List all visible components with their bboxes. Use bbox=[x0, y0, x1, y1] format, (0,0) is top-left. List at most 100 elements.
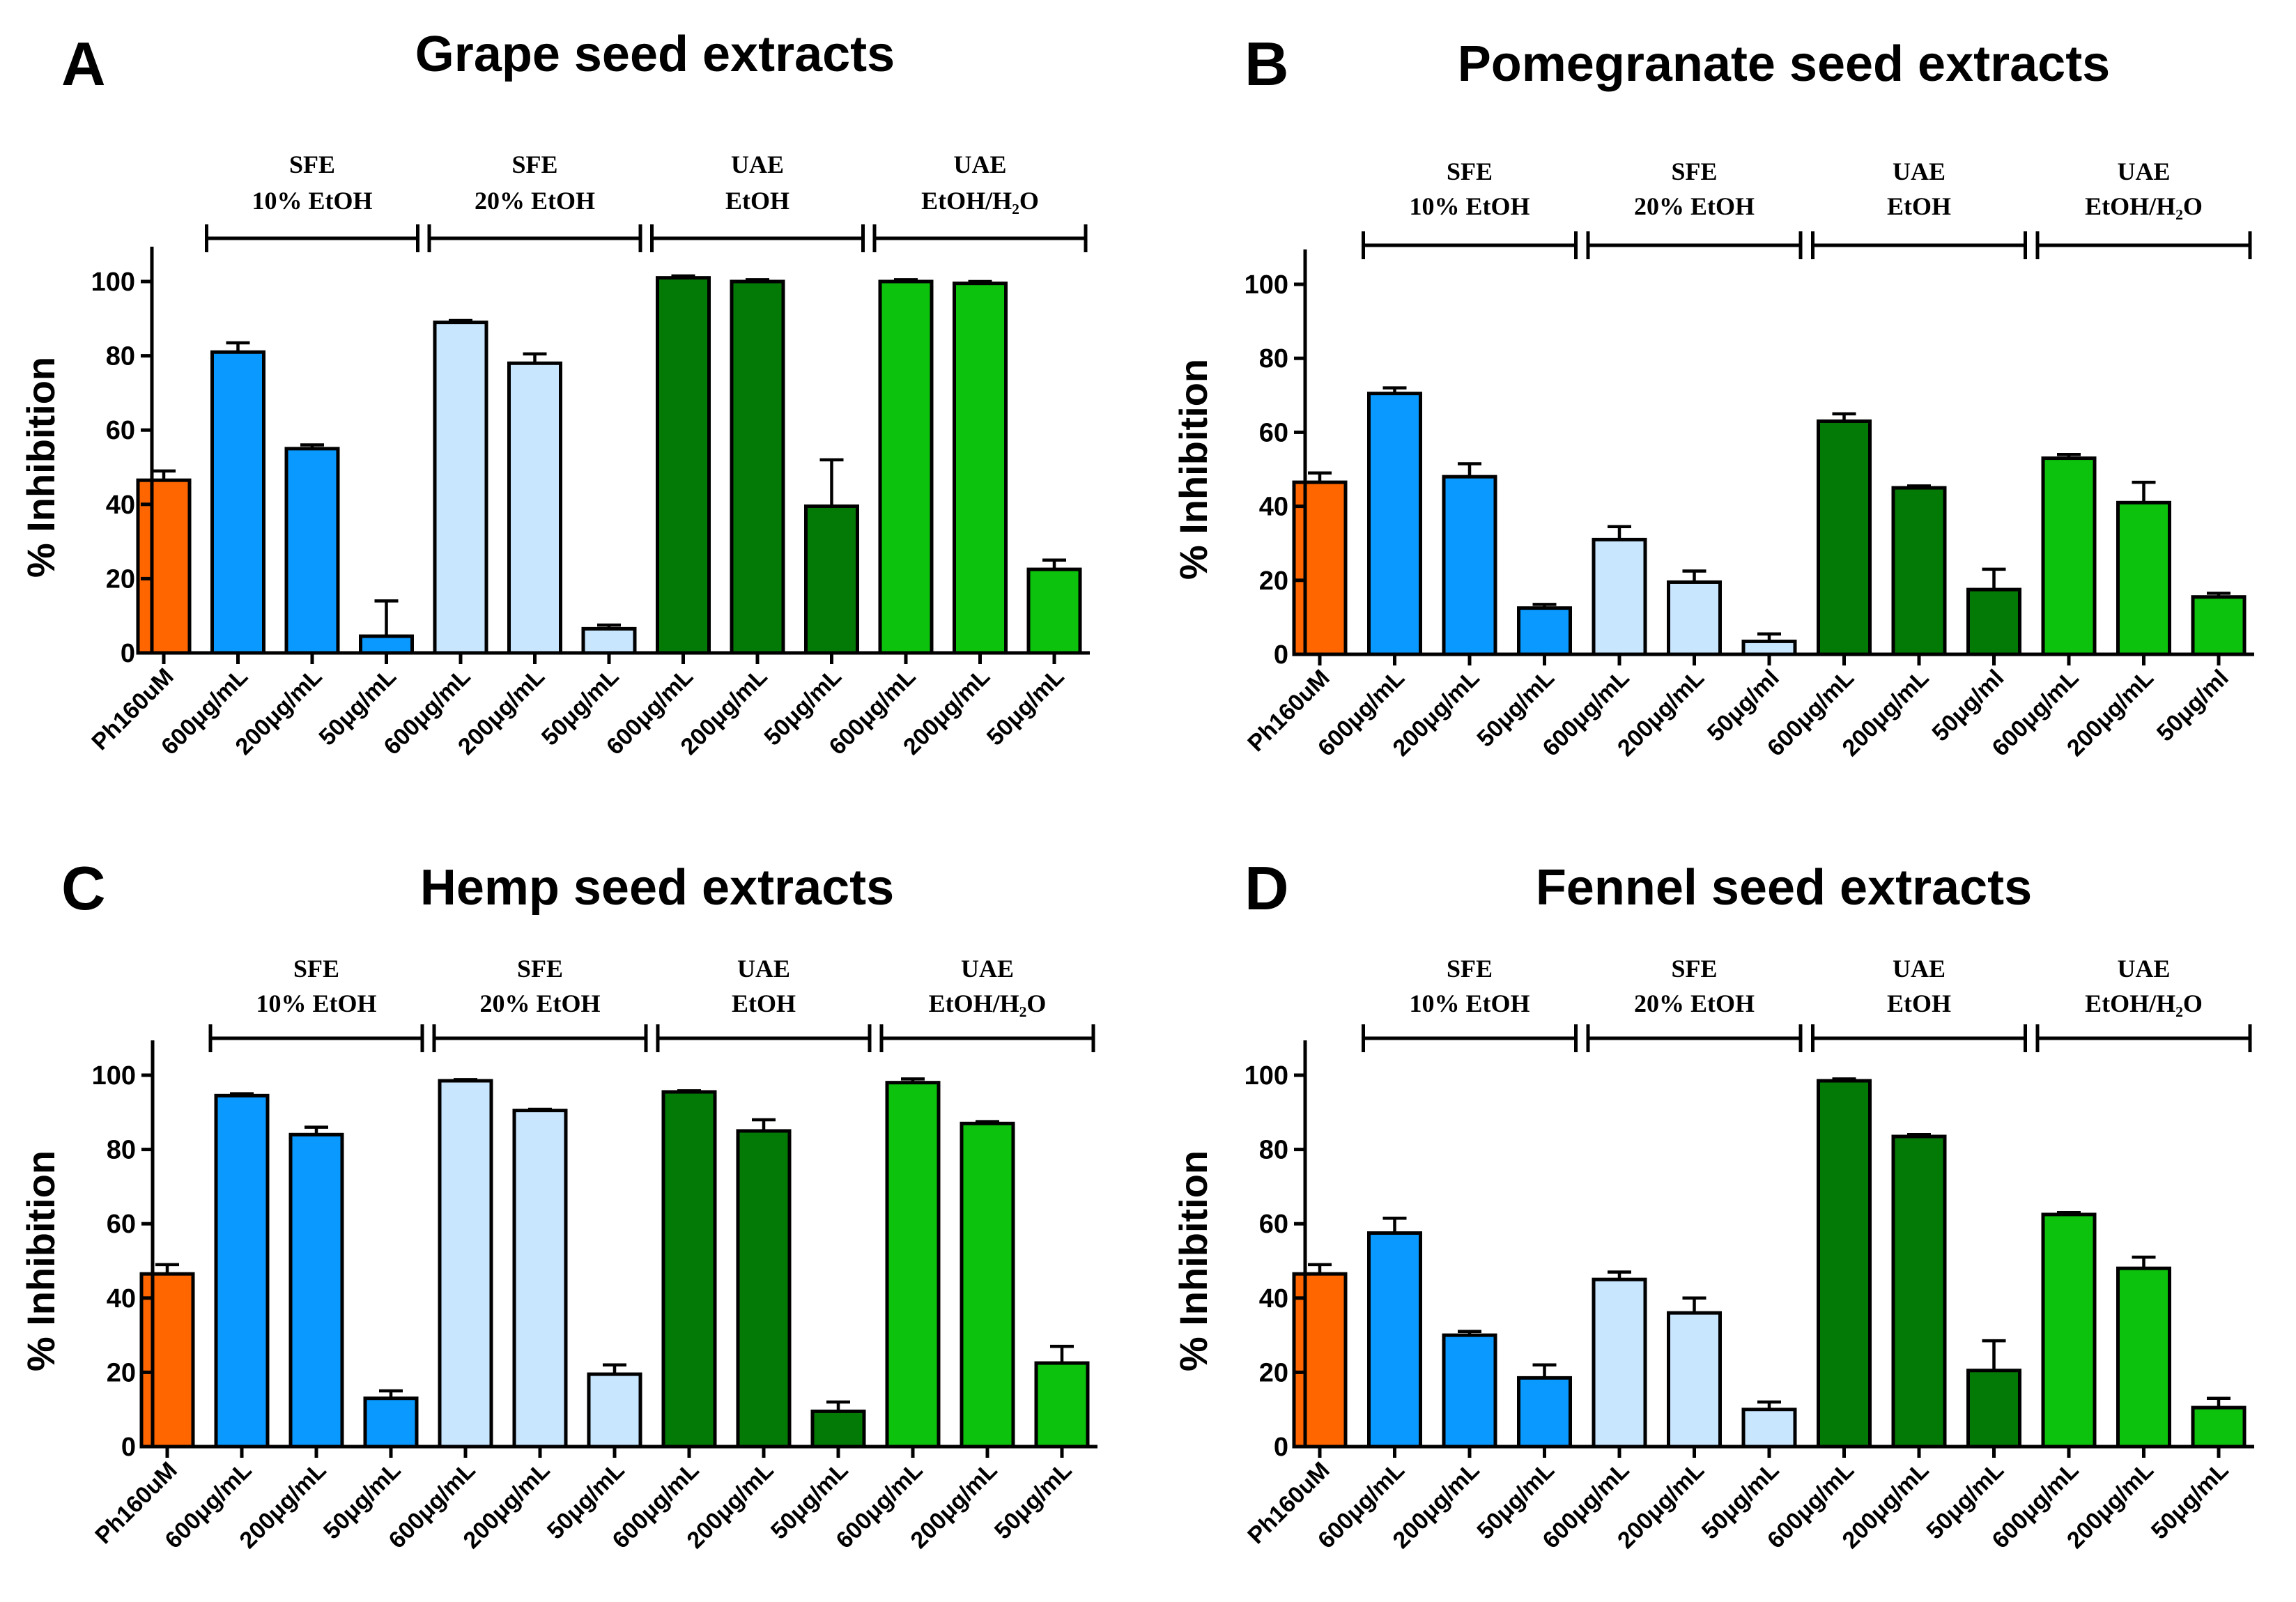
group-label: 20% EtOH bbox=[475, 187, 595, 215]
y-axis-label: % Inhibition bbox=[19, 1150, 63, 1371]
bar bbox=[363, 1396, 419, 1449]
panel-title: Grape seed extracts bbox=[415, 26, 895, 82]
group-label: UAE bbox=[731, 151, 784, 178]
bar bbox=[1817, 419, 1872, 656]
bar bbox=[1292, 480, 1348, 656]
y-tick-label: 20 bbox=[1259, 567, 1288, 596]
bar bbox=[2116, 1266, 2171, 1449]
y-tick-label: 20 bbox=[107, 1358, 136, 1387]
x-tick-label: 50μg/mL bbox=[989, 1457, 1077, 1545]
bar bbox=[2041, 1212, 2097, 1449]
bar bbox=[1442, 1333, 1497, 1449]
group-label: 20% EtOH bbox=[1634, 989, 1755, 1017]
y-tick-label: 60 bbox=[1259, 418, 1288, 447]
y-tick-label: 0 bbox=[121, 1433, 136, 1462]
y-tick-label: 60 bbox=[1259, 1210, 1288, 1239]
y-tick-label: 0 bbox=[1274, 640, 1288, 670]
group-label: UAE bbox=[1893, 955, 1946, 983]
y-tick-label: 40 bbox=[1259, 1284, 1288, 1314]
bar bbox=[1891, 486, 1947, 656]
bar bbox=[1026, 567, 1082, 655]
y-tick-label: 60 bbox=[106, 416, 135, 445]
group-label: EtOH bbox=[725, 187, 789, 215]
bar bbox=[2191, 595, 2247, 656]
bar bbox=[810, 1409, 866, 1449]
panel-title: Pomegranate seed extracts bbox=[1458, 36, 2110, 92]
bar bbox=[2116, 500, 2171, 656]
bar bbox=[136, 478, 192, 655]
bar bbox=[587, 1372, 642, 1449]
group-label: SFE bbox=[289, 151, 335, 178]
group-label: SFE bbox=[511, 151, 557, 178]
group-label: EtOH bbox=[1887, 989, 1951, 1017]
y-tick-label: 0 bbox=[121, 639, 135, 668]
group-label: UAE bbox=[2117, 157, 2170, 185]
y-tick-label: 100 bbox=[91, 268, 135, 297]
group-label: EtOH bbox=[732, 989, 796, 1017]
x-tick-label: 50μg/mL bbox=[982, 663, 1070, 751]
group-label: EtOH bbox=[1887, 192, 1951, 220]
group-label: SFE bbox=[1447, 955, 1493, 983]
y-tick-label: 0 bbox=[1274, 1433, 1288, 1462]
panel-d: D Fennel seed extracts % Inhibition 0 20 40 60… bbox=[1171, 854, 2254, 1554]
y-tick-label: 80 bbox=[106, 342, 135, 371]
bar bbox=[359, 634, 414, 655]
bar bbox=[214, 1093, 270, 1449]
group-label: 20% EtOH bbox=[479, 989, 600, 1017]
bar bbox=[581, 626, 637, 655]
bar bbox=[284, 447, 340, 655]
group-label: SFE bbox=[1447, 157, 1493, 185]
group-label: EtOH/H₂O bbox=[929, 989, 1047, 1017]
bar bbox=[953, 282, 1008, 655]
y-tick-label: 60 bbox=[107, 1210, 136, 1239]
y-tick-label: 20 bbox=[106, 564, 135, 594]
group-label: SFE bbox=[517, 955, 563, 983]
bar bbox=[1741, 639, 1797, 656]
group-label: 20% EtOH bbox=[1634, 192, 1755, 220]
panel-title: Hemp seed extracts bbox=[420, 860, 894, 916]
bar bbox=[878, 279, 934, 655]
group-label: 10% EtOH bbox=[1409, 192, 1530, 220]
y-tick-label: 80 bbox=[1259, 1136, 1288, 1165]
group-label: EtOH/H₂O bbox=[2085, 192, 2203, 220]
y-tick-label: 80 bbox=[107, 1136, 136, 1165]
bar bbox=[2191, 1405, 2247, 1449]
panel-title: Fennel seed extracts bbox=[1536, 860, 2032, 916]
bar bbox=[661, 1090, 717, 1449]
y-tick-label: 20 bbox=[1259, 1358, 1288, 1387]
panel-label: A bbox=[61, 29, 106, 98]
bar bbox=[1966, 1369, 2021, 1449]
group-label: 10% EtOH bbox=[1409, 989, 1530, 1017]
group-label: SFE bbox=[1671, 157, 1717, 185]
bar bbox=[210, 350, 265, 655]
y-axis-label: % Inhibition bbox=[1171, 1150, 1215, 1371]
group-label: UAE bbox=[961, 955, 1014, 983]
bar bbox=[1367, 392, 1422, 656]
panel-label: B bbox=[1245, 29, 1289, 98]
bar bbox=[730, 279, 785, 655]
bar bbox=[656, 276, 711, 655]
y-axis-label: % Inhibition bbox=[1171, 359, 1215, 580]
bar bbox=[1517, 1376, 1572, 1449]
y-tick-label: 40 bbox=[106, 491, 135, 520]
y-tick-label: 100 bbox=[92, 1061, 136, 1091]
group-label: UAE bbox=[953, 151, 1006, 178]
panel-label: D bbox=[1245, 854, 1289, 923]
group-label: EtOH/H₂O bbox=[2085, 989, 2203, 1017]
bar bbox=[438, 1079, 493, 1449]
panel-b: B Pomegranate seed extracts % Inhibition 0 2… bbox=[1171, 29, 2254, 762]
bar bbox=[1667, 580, 1722, 656]
bar bbox=[1891, 1134, 1947, 1449]
bar bbox=[1966, 587, 2021, 656]
bar bbox=[804, 504, 859, 655]
group-label: UAE bbox=[2117, 955, 2170, 983]
bar bbox=[1367, 1231, 1422, 1449]
group-label: UAE bbox=[737, 955, 790, 983]
y-tick-label: 100 bbox=[1245, 1061, 1288, 1091]
bar bbox=[1592, 537, 1647, 656]
bar bbox=[736, 1129, 792, 1449]
y-tick-label: 100 bbox=[1245, 270, 1288, 300]
bar bbox=[1292, 1272, 1348, 1449]
y-axis-label: % Inhibition bbox=[19, 357, 63, 578]
